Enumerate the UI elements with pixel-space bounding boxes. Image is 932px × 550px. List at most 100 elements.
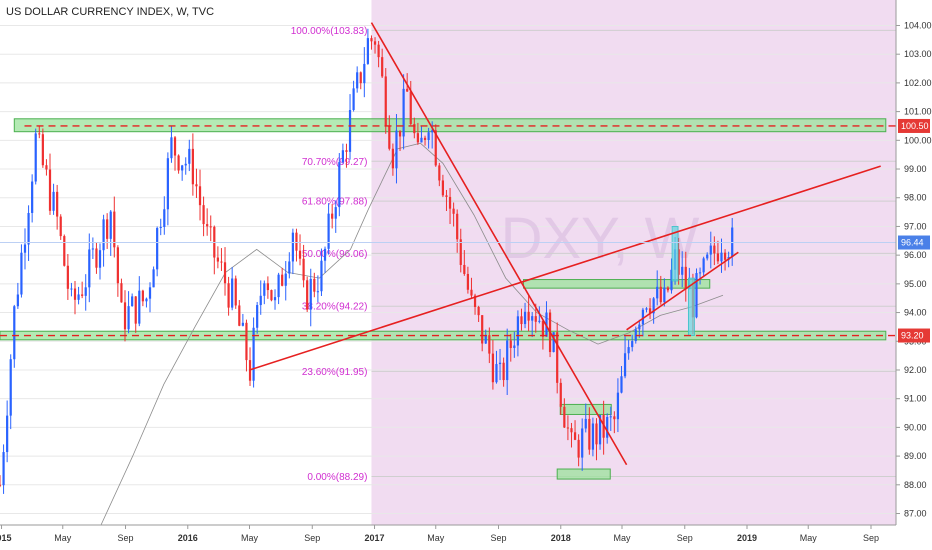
candle-body — [463, 264, 466, 274]
candle-body — [659, 286, 662, 303]
candle-body — [716, 253, 720, 262]
candle-body — [316, 291, 319, 293]
candle-body — [116, 247, 119, 284]
candle-body — [370, 38, 373, 42]
time-tick-label: Sep — [118, 533, 134, 543]
candle-body — [656, 286, 659, 299]
candle-body — [509, 340, 512, 349]
candle-body — [520, 316, 523, 325]
fib-level-label: 23.60%(91.95) — [302, 367, 368, 378]
candle-body — [306, 280, 309, 310]
candle-body — [38, 133, 41, 135]
candle-body — [613, 416, 616, 420]
price-tag — [898, 328, 930, 343]
candle-body — [391, 148, 395, 169]
candle-body — [638, 324, 641, 330]
support-resistance-zone — [556, 468, 611, 480]
candle-body — [627, 347, 630, 354]
price-tick-label: 89.00 — [904, 451, 927, 461]
candle-body — [241, 322, 244, 326]
highlight-bar — [671, 226, 679, 282]
candle-body — [73, 288, 77, 300]
candle-body — [402, 88, 405, 137]
candle-body — [202, 205, 205, 225]
candle-body — [702, 258, 705, 273]
time-tick-label: May — [613, 533, 631, 543]
moving-average-line — [100, 142, 724, 526]
candle-body — [388, 125, 391, 149]
candle-body — [541, 320, 545, 337]
candle-body — [148, 287, 152, 299]
candle-body — [591, 423, 595, 450]
candle-body — [423, 137, 427, 141]
time-tick-label: 2017 — [365, 533, 385, 543]
candle-body — [177, 155, 180, 171]
candle-body — [595, 423, 598, 445]
candle-body — [534, 316, 537, 322]
candle-body — [709, 245, 712, 255]
candle-body — [188, 148, 191, 164]
time-tick-label: Sep — [677, 533, 693, 543]
candle-body — [16, 294, 19, 307]
candle-body — [420, 137, 423, 143]
candle-body — [366, 38, 369, 64]
candle-body — [95, 248, 98, 268]
candle-body — [538, 320, 541, 322]
candle-body — [52, 191, 55, 211]
candle-body — [331, 213, 334, 219]
candle-body — [2, 452, 5, 486]
price-tick-label: 103.00 — [904, 49, 932, 59]
support-resistance-zone — [0, 330, 887, 341]
fib-level-label: 61.80%(97.88) — [302, 197, 368, 208]
candle-body — [281, 274, 284, 286]
candle-body — [138, 290, 141, 324]
trendline — [370, 22, 628, 466]
candle-body — [473, 295, 477, 307]
support-resistance-zone — [523, 279, 711, 289]
candle-body — [81, 294, 84, 296]
candle-body — [302, 258, 305, 281]
candle-body — [291, 232, 294, 262]
candle-body — [181, 165, 184, 171]
fib-level-label: 50.00%(96.06) — [302, 249, 368, 260]
candle-body — [588, 418, 591, 450]
candle-body — [641, 309, 645, 325]
candle-body — [256, 305, 259, 328]
price-tag-label: 100.50 — [901, 121, 929, 131]
candle-body — [670, 269, 673, 291]
price-tick-label: 95.00 — [904, 279, 927, 289]
candle-body — [609, 416, 612, 418]
candle-body — [352, 88, 355, 111]
candle-body — [113, 211, 116, 248]
candle-body — [141, 290, 144, 302]
candle-body — [695, 273, 698, 318]
candle-body — [220, 261, 223, 263]
candle-body — [406, 88, 409, 92]
candle-body — [195, 184, 198, 187]
price-tick-label: 88.00 — [904, 480, 927, 490]
candle-body — [270, 290, 273, 301]
candle-body — [477, 306, 480, 316]
candle-body — [359, 72, 362, 84]
candle-body — [231, 278, 234, 308]
candle-body — [134, 296, 137, 324]
candle-body — [452, 208, 455, 214]
candle-body — [298, 250, 302, 259]
candle-body — [341, 150, 344, 163]
candle-body — [616, 392, 620, 420]
candle-body — [77, 294, 80, 300]
candle-body — [273, 297, 277, 301]
candle-body — [23, 244, 27, 253]
candle-body — [438, 165, 441, 181]
candle-body — [223, 262, 227, 284]
candle-body — [634, 329, 637, 342]
candle-body — [513, 345, 516, 349]
candle-body — [434, 130, 437, 166]
candle-body — [531, 316, 534, 321]
candle-body — [484, 335, 487, 344]
candle-body — [145, 298, 148, 302]
time-tick-label: 2016 — [178, 533, 198, 543]
candle-body — [495, 364, 498, 383]
candle-body — [516, 316, 520, 346]
